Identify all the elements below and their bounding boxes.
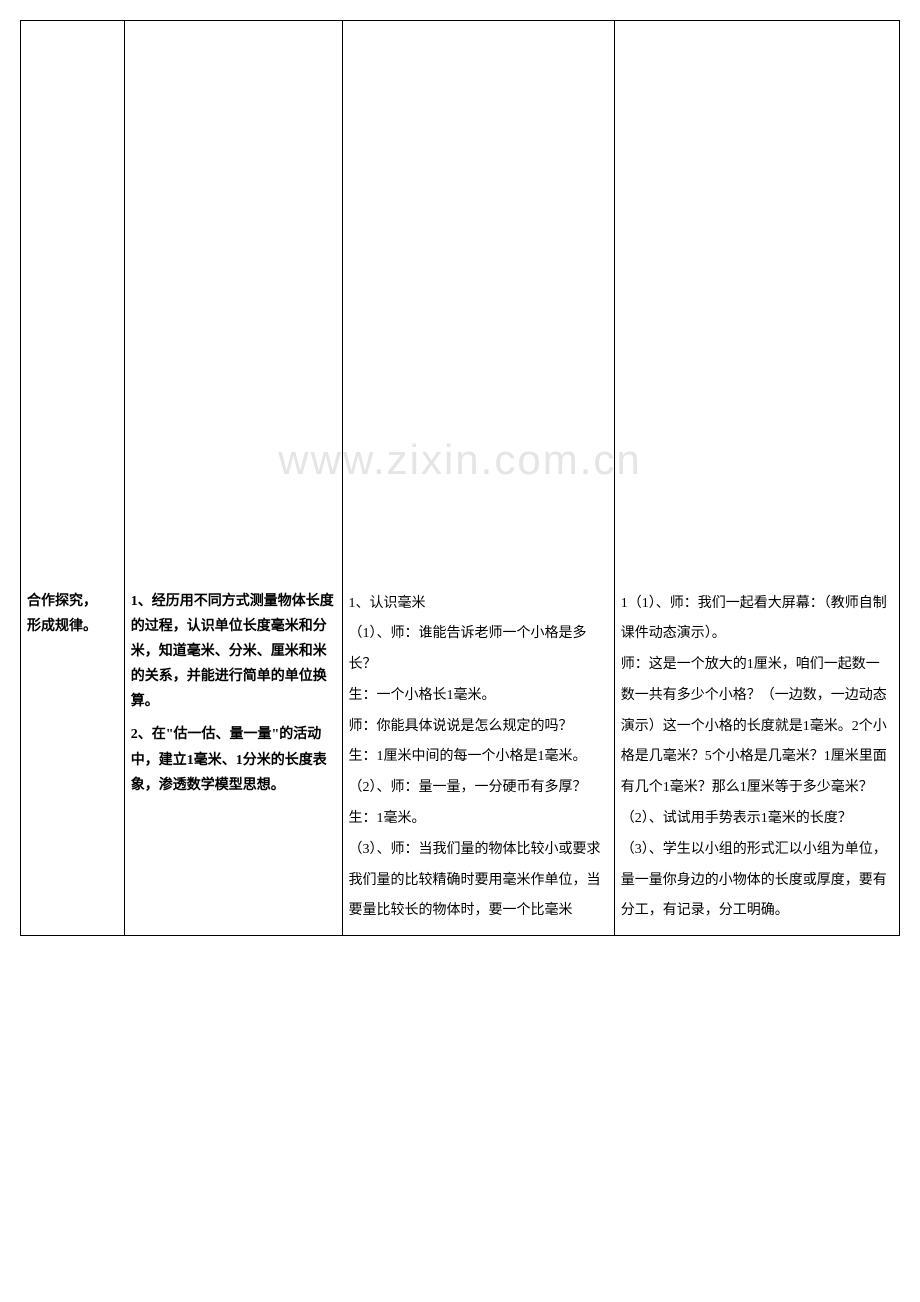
col1-line2: 形成规律。 [27,614,118,639]
col3-line4: 师：你能具体说说是怎么规定的吗？ [349,712,608,743]
col3-line2: （1）、师：谁能告诉老师一个小格是多长？ [349,619,608,681]
col2-cell: 1、经历用不同方式测量物体长度的过程，认识单位长度毫米和分米，知道毫米、分米、厘… [124,581,342,936]
spacer-row [21,21,900,581]
content-row: 合作探究， 形成规律。 1、经历用不同方式测量物体长度的过程，认识单位长度毫米和… [21,581,900,936]
col4-line4: （3）、学生以小组的形式汇以小组为单位，量一量你身边的小物体的长度或厚度，要有分… [621,835,893,927]
lesson-table: 合作探究， 形成规律。 1、经历用不同方式测量物体长度的过程，认识单位长度毫米和… [20,20,900,936]
col3-line5: 生：1厘米中间的每一个小格是1毫米。 [349,742,608,773]
col4-cell: 1（1）、师：我们一起看大屏幕：（教师自制课件动态演示）。 师：这是一个放大的1… [614,581,899,936]
col3-line6: （2）、师：量一量，一分硬币有多厚？ [349,773,608,804]
page-container: www.zixin.com.cn 合作探究， 形成规律。 1、经历用不同方式测量… [20,20,900,936]
col3-line1: 1、认识毫米 [349,589,608,620]
col2-para1: 1、经历用不同方式测量物体长度的过程，认识单位长度毫米和分米，知道毫米、分米、厘… [131,589,336,715]
col1-cell: 合作探究， 形成规律。 [21,581,125,936]
col1-line1: 合作探究， [27,589,118,614]
col4-line1: 1（1）、师：我们一起看大屏幕：（教师自制课件动态演示）。 [621,589,893,651]
col3-line8: （3）、师：当我们量的物体比较小或要求我们量的比较精确时要用毫米作单位，当要量比… [349,835,608,927]
col4-line2: 师：这是一个放大的1厘米，咱们一起数一数一共有多少个小格？（一边数，一边动态演示… [621,650,893,804]
col3-line3: 生：一个小格长1毫米。 [349,681,608,712]
col2-para2: 2、在"估一估、量一量"的活动中，建立1毫米、1分米的长度表象，渗透数学模型思想… [131,722,336,798]
col3-cell: 1、认识毫米 （1）、师：谁能告诉老师一个小格是多长？ 生：一个小格长1毫米。 … [342,581,614,936]
col4-line3: （2）、试试用手势表示1毫米的长度？ [621,804,893,835]
col3-line7: 生：1毫米。 [349,804,608,835]
